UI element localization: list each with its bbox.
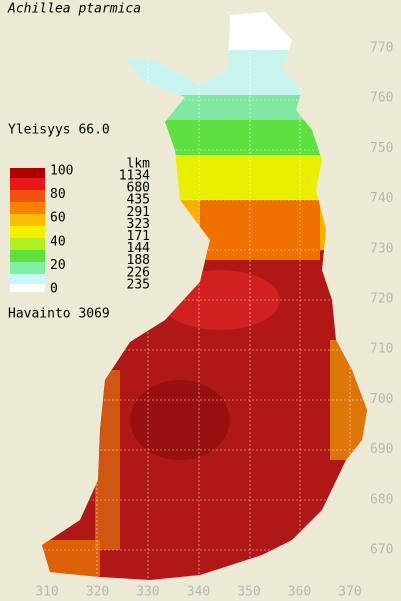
legend-scale-label: 0: [50, 282, 58, 297]
legend-count: 291: [127, 205, 150, 220]
y-axis-label: 740: [370, 191, 393, 206]
legend-scale-label: 40: [50, 234, 66, 249]
legend-count: 323: [127, 217, 150, 232]
x-axis-label: 370: [338, 585, 361, 600]
legend-count: 680: [127, 181, 150, 196]
legend-count: 1134: [119, 169, 150, 184]
y-axis-label: 730: [370, 241, 393, 256]
count-header: lkm: [127, 157, 151, 172]
x-axis-label: 340: [187, 585, 210, 600]
y-axis-label: 700: [370, 392, 393, 407]
legend-scale-label: 20: [50, 258, 66, 273]
observations: Havainto 3069: [8, 307, 110, 322]
y-axis-label: 710: [370, 342, 393, 357]
y-axis-label: 750: [370, 141, 393, 156]
legend-swatches: [10, 168, 45, 292]
frequency: Yleisyys 66.0: [8, 123, 110, 138]
y-axis-label: 720: [370, 292, 393, 307]
y-axis-label: 760: [370, 91, 393, 106]
legend-scale-label: 80: [50, 187, 66, 202]
x-axis-label: 310: [35, 585, 58, 600]
labels: 1008060402001134680435291323171144188226…: [35, 41, 393, 600]
legend-count: 235: [127, 277, 150, 292]
title: Achillea ptarmica: [7, 2, 141, 17]
legend-scale-label: 60: [50, 211, 66, 226]
legend-count: 435: [127, 193, 150, 208]
legend-count: 226: [127, 265, 150, 280]
y-axis-label: 770: [370, 41, 393, 56]
legend-count: 144: [127, 241, 151, 256]
y-axis-label: 680: [370, 492, 393, 507]
y-axis-label: 690: [370, 442, 393, 457]
legend-scale-label: 100: [50, 164, 73, 179]
x-axis-label: 320: [86, 585, 109, 600]
y-axis-label: 670: [370, 543, 393, 558]
x-axis-label: 330: [136, 585, 159, 600]
legend-count: 188: [127, 253, 150, 268]
x-axis-label: 350: [237, 585, 260, 600]
x-axis-label: 360: [288, 585, 311, 600]
legend-count: 171: [127, 229, 150, 244]
